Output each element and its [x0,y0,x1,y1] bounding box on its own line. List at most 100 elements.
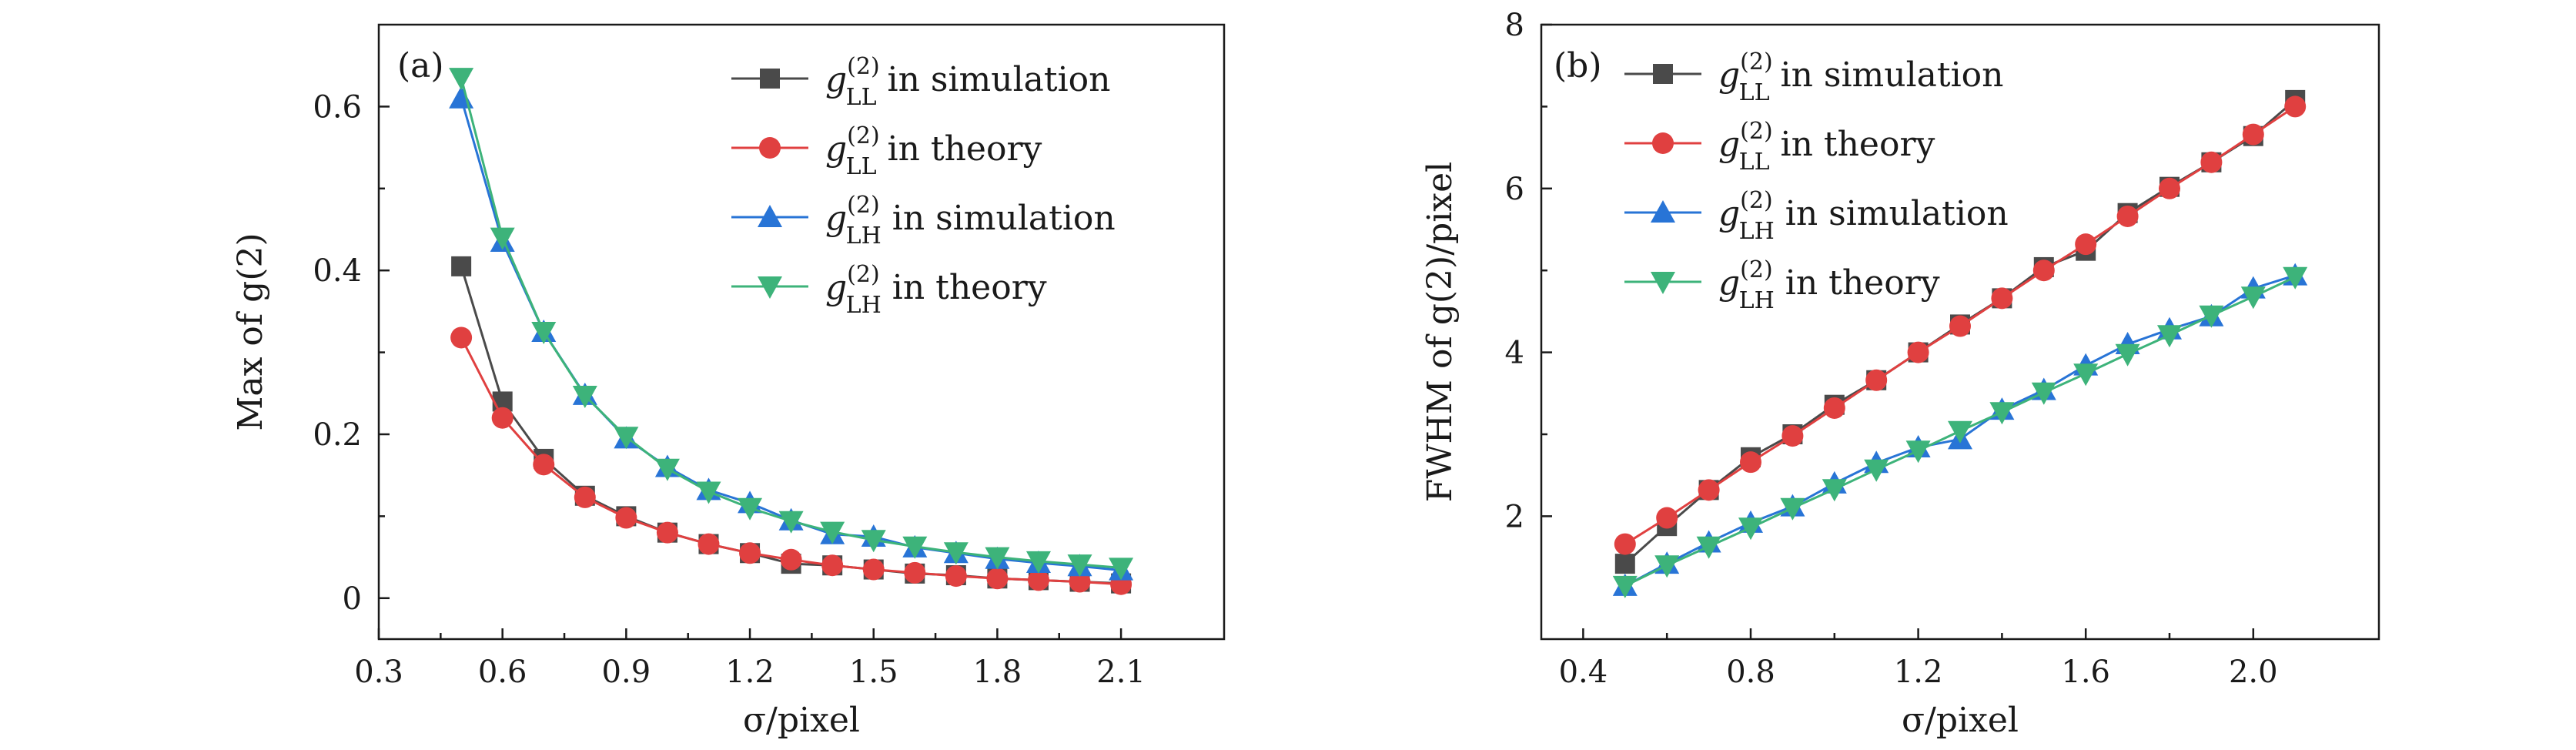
panel-a-series-4-point [449,68,474,91]
panel-a-series-1-line [460,266,1122,585]
panel-a-series-2-point [945,565,967,588]
panel-a-series-4-point [861,530,886,553]
panel-b-series-4-point [1948,420,1972,444]
panel-b-series-2-group [1614,95,2307,555]
panel-a-x-tick-label: 0.3 [354,655,403,690]
panel-a-series-2-line [460,336,1122,586]
panel-a-series-4-point [1067,554,1092,578]
panel-a-series-3-line [460,98,1122,572]
panel-a-legend-label: g(2) LL in simulation [825,53,1111,111]
panel-a-legend-label: g(2) LH in simulation [825,192,1116,249]
panel-a-series-4-point [572,385,597,408]
panel-b-series-2-point [2116,205,2139,227]
panel-b-label: (b) [1554,46,1602,85]
panel-a-y-axis-label: Max of g(2) [231,233,270,430]
panel-a-series-4-point [1025,551,1051,574]
panel-b-series-2-point [1698,479,1720,501]
panel-b-series-4-point [1738,517,1763,541]
panel-b-series-2-point [2032,259,2055,282]
panel-b-series-2-point [2159,177,2180,199]
panel-b-series-4-point [2283,266,2308,290]
panel-a-series-2-point [904,561,926,584]
panel-a-chart: 0.3 0.6 0.9 1.2 1.5 1.8 2.1 0 0.2 0.4 0.6 σ/pixel Ma… [231,23,1226,740]
panel-a-series-4-point [531,322,557,344]
panel-b-legend-item-4: g(2) LH in theory [1624,256,1940,314]
panel-b-x-tick-label: 2.0 [2229,655,2278,690]
panel-a-series-4-point [985,547,1010,570]
panel-a-series-2-point [450,326,473,349]
panel-a-x-axis-label: σ/pixel [743,701,860,740]
panel-a-series-4-point [778,511,804,534]
panel-b-y-tick-label: 8 [1505,8,1524,43]
panel-b-legend-marker [1651,272,1675,294]
panel-a-series-2-point [862,558,885,581]
panel-a-label: (a) [397,46,444,85]
panel-b-series-4-point [2199,305,2224,328]
panel-b-legend-marker [1651,200,1675,223]
panel-a-x-tick-label: 2.1 [1096,655,1146,690]
panel-b-series-1-point [1614,554,1635,574]
panel-b-series-4-point [2240,286,2266,310]
panel-a-series-4-group [449,68,1134,581]
panel-b-series-4-point [2115,343,2140,367]
panel-b-series-4-point [1989,402,2015,425]
panel-b-series-2-point [1991,287,2013,310]
panel-a-series-2-point [986,568,1009,590]
panel-a-series-2-point [1027,569,1049,591]
panel-a-x-tick-label: 1.5 [849,655,898,690]
panel-b-x-tick-label: 0.4 [1559,655,1608,690]
panel-a-series-4-point [738,497,763,521]
panel-a-y-tick-label: 0.6 [313,89,362,125]
panel-b-series-2-point [1614,533,1636,555]
panel-a-series-2-point [698,533,720,555]
panel-a-y-tick-label: 0 [343,581,362,617]
panel-b-series-2-point [1781,425,1804,447]
panel-b-series-2-point [2284,95,2307,118]
panel-b-series-4-point [2031,382,2056,405]
panel-a-x-tick-label: 0.9 [602,655,651,690]
panel-a-legend-label: g(2) LL in theory [825,122,1042,180]
panel-b-series-2-point [1907,341,1929,363]
panel-a-series-4-point [1109,557,1134,581]
panel-b-legend-item-1: g(2) LL in simulation [1624,49,2004,106]
panel-b-series-4-point [1696,536,1721,559]
panel-b-series-2-point [1740,451,1761,474]
panel-b-x-tick-label: 0.8 [1726,655,1775,690]
panel-b-series-2-point [2242,123,2264,146]
panel-b-series-2-point [1656,507,1678,529]
panel-b-legend-label: g(2) LH in simulation [1718,187,2009,245]
panel-b-plot-frame [1540,23,2380,641]
panel-a-legend-item-2: g(2) LL in theory [731,122,1042,180]
panel-a-x-tick-label: 0.6 [478,655,527,690]
panel-a-series-2-point [1069,571,1091,593]
panel-a-series-4-point [820,521,845,544]
panel-b-series-4-point [1612,575,1638,598]
panel-b-y-axis-label: FWHM of g(2)/pixel [1420,162,1460,502]
panel-a-series-4-point [490,227,515,250]
panel-a-series-2-point [821,554,844,577]
panel-b-y-tick-label: 2 [1505,499,1524,534]
panel-a-legend-marker [758,205,782,227]
panel-a-series-2-point [656,521,678,544]
panel-b-series-4-point [1780,497,1805,521]
panel-a-legend-marker [759,137,781,159]
panel-b-legend-item-3: g(2) LH in simulation [1624,187,2009,245]
panel-a-series-2-group [450,326,1132,595]
panel-a-legend-item-1: g(2) LL in simulation [731,53,1111,111]
panel-b-series-4-point [1822,479,1847,502]
panel-a-series-4-point [696,481,721,504]
panel-a-series-2-point [615,507,637,529]
panel-b-legend-item-2: g(2) LL in theory [1624,118,1935,176]
panel-b-x-axis-label: σ/pixel [1902,701,2019,740]
panel-b-x-tick-label: 1.6 [2061,655,2110,690]
panel-a-series-1-point [451,256,472,276]
panel-a-series-2-point [739,542,761,564]
panel-a-legend-item-4: g(2) LH in theory [731,261,1047,319]
panel-a-plot-frame [377,23,1226,641]
panel-a-y-tick-label: 0.4 [313,253,362,289]
panel-a-series-2-point [491,407,514,429]
panel-a-series-4-point [614,427,639,450]
panel-b-chart: 0.4 0.8 1.2 1.6 2.0 2 4 6 8 σ/pixel FWHM of g(2)/p… [1420,8,2380,740]
panel-a-legend-item-3: g(2) LH in simulation [731,192,1116,249]
